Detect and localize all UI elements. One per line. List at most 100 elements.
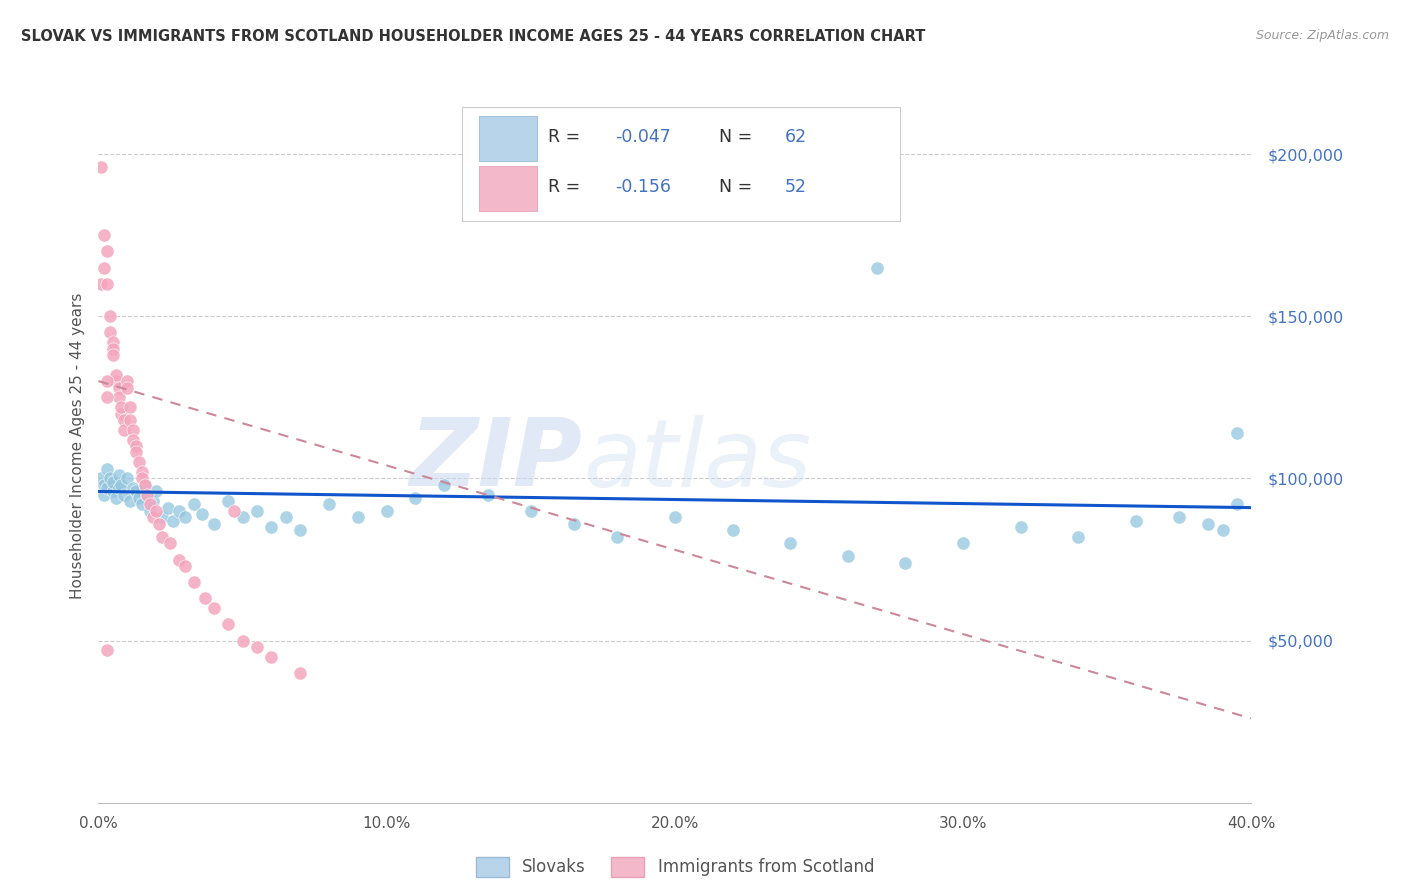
- Point: [90, 277, 112, 291]
- Point: [98, 310, 121, 324]
- Legend: Slovaks, Immigrants from Scotland: Slovaks, Immigrants from Scotland: [470, 850, 880, 884]
- Point: [520, 504, 543, 518]
- Point: [167, 552, 190, 566]
- Point: [1010, 520, 1032, 534]
- Point: [145, 484, 167, 499]
- Point: [101, 335, 124, 350]
- Point: [96, 374, 118, 388]
- Point: [274, 510, 297, 524]
- Point: [131, 471, 153, 485]
- Point: [664, 510, 686, 524]
- Point: [606, 530, 628, 544]
- Point: [112, 413, 135, 427]
- Point: [101, 475, 124, 489]
- Point: [231, 633, 254, 648]
- Point: [104, 368, 127, 382]
- Point: [952, 536, 974, 550]
- Point: [139, 504, 162, 518]
- Point: [174, 510, 197, 524]
- Point: [107, 381, 129, 395]
- Text: ZIP: ZIP: [409, 414, 582, 507]
- Point: [375, 504, 398, 518]
- Point: [107, 481, 129, 495]
- Point: [101, 484, 124, 499]
- Point: [136, 488, 159, 502]
- Point: [150, 510, 173, 524]
- Point: [202, 516, 225, 531]
- Point: [346, 510, 368, 524]
- Point: [120, 413, 142, 427]
- Point: [1212, 524, 1234, 538]
- Text: -0.156: -0.156: [614, 178, 671, 196]
- Text: R =: R =: [548, 128, 586, 146]
- Point: [98, 326, 121, 340]
- Text: 62: 62: [785, 128, 807, 146]
- Point: [96, 643, 118, 657]
- Point: [159, 536, 181, 550]
- Point: [260, 520, 283, 534]
- Point: [125, 439, 148, 453]
- Text: 52: 52: [785, 178, 807, 196]
- Point: [131, 497, 153, 511]
- FancyBboxPatch shape: [479, 166, 537, 211]
- Point: [96, 461, 118, 475]
- Point: [120, 494, 142, 508]
- Point: [134, 478, 156, 492]
- Point: [96, 244, 118, 259]
- Point: [246, 640, 269, 654]
- Point: [90, 160, 112, 174]
- Point: [290, 524, 312, 538]
- Point: [90, 471, 112, 485]
- Point: [174, 559, 197, 574]
- Point: [107, 390, 129, 404]
- Point: [217, 494, 239, 508]
- Point: [1226, 497, 1249, 511]
- Point: [136, 488, 159, 502]
- Point: [167, 504, 190, 518]
- Point: [122, 481, 145, 495]
- Point: [721, 524, 744, 538]
- Point: [139, 497, 162, 511]
- Point: [96, 277, 118, 291]
- Point: [1168, 510, 1191, 524]
- Point: [1067, 530, 1090, 544]
- Point: [222, 504, 245, 518]
- Point: [231, 510, 254, 524]
- Point: [112, 488, 135, 502]
- Point: [112, 423, 135, 437]
- Point: [562, 516, 585, 531]
- Point: [142, 510, 165, 524]
- Point: [122, 423, 145, 437]
- Text: N =: N =: [718, 178, 758, 196]
- Point: [433, 478, 456, 492]
- FancyBboxPatch shape: [479, 116, 537, 161]
- Point: [837, 549, 859, 564]
- Point: [162, 514, 184, 528]
- Text: -0.047: -0.047: [614, 128, 671, 146]
- Point: [260, 649, 283, 664]
- Point: [120, 400, 142, 414]
- Text: R =: R =: [548, 178, 586, 196]
- Point: [104, 374, 127, 388]
- Point: [477, 488, 499, 502]
- Point: [96, 390, 118, 404]
- Point: [110, 478, 132, 492]
- Point: [217, 617, 239, 632]
- Point: [894, 556, 917, 570]
- Point: [107, 468, 129, 483]
- Point: [148, 516, 170, 531]
- Point: [117, 471, 138, 485]
- Point: [246, 504, 269, 518]
- Point: [122, 433, 145, 447]
- Point: [194, 591, 217, 606]
- Point: [125, 445, 148, 459]
- Point: [866, 260, 889, 275]
- Point: [191, 507, 214, 521]
- Point: [183, 497, 205, 511]
- Point: [125, 484, 148, 499]
- Text: Source: ZipAtlas.com: Source: ZipAtlas.com: [1256, 29, 1389, 42]
- Point: [318, 497, 340, 511]
- Point: [128, 491, 150, 505]
- Point: [779, 536, 801, 550]
- Point: [145, 504, 167, 518]
